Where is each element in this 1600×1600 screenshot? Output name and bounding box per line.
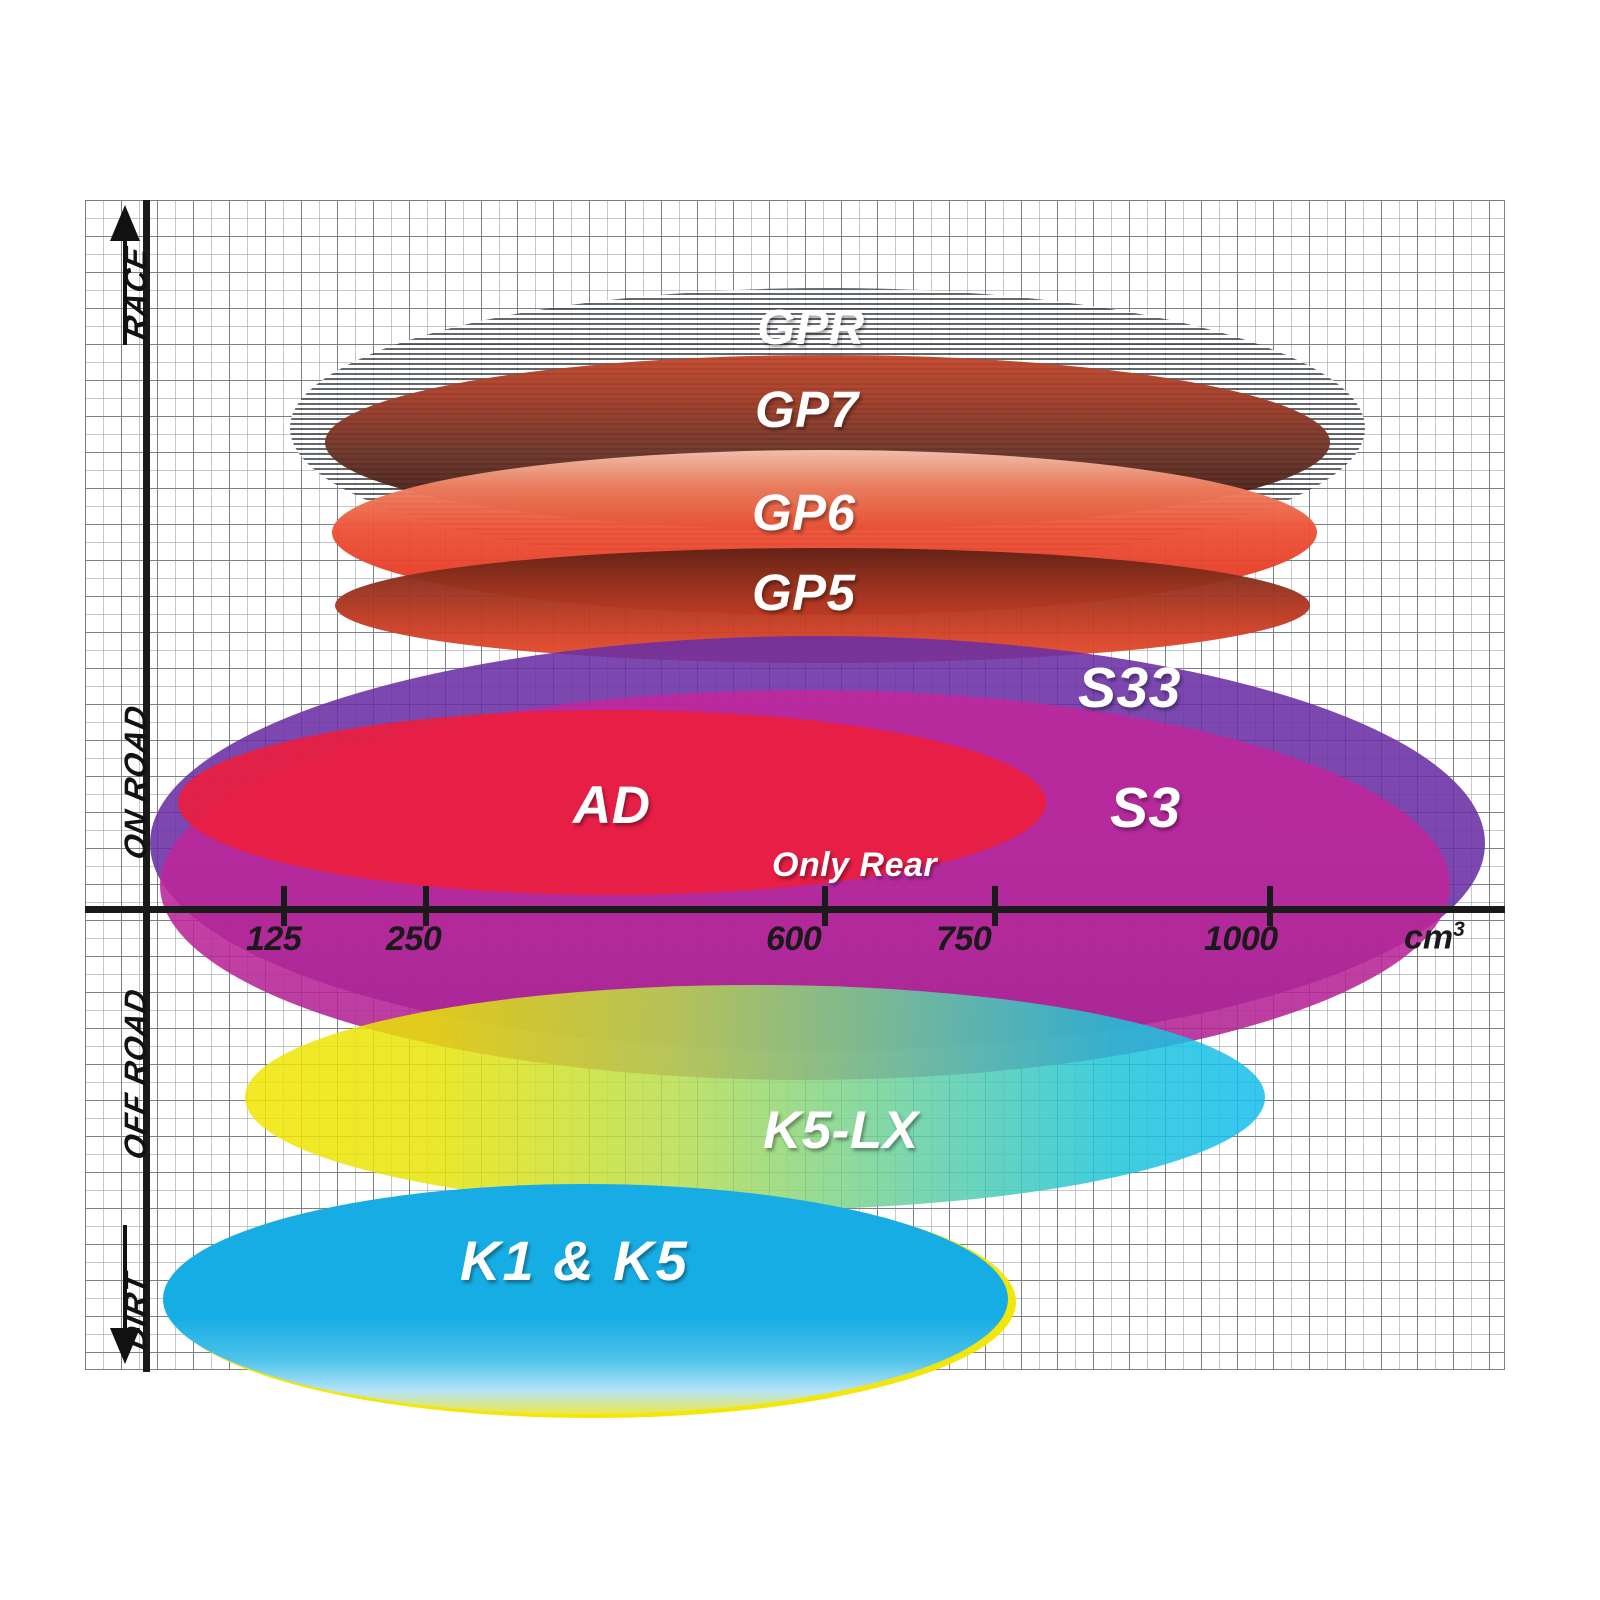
- x-tick-1000: [1267, 886, 1273, 926]
- x-tick-label-1000: 1000: [1204, 920, 1278, 958]
- label-k5-lx: K5-LX: [763, 1101, 919, 1160]
- x-axis-unit-superscript: 3: [1453, 918, 1465, 941]
- x-axis-line: [85, 906, 1505, 913]
- label-gp7: GP7: [755, 381, 859, 438]
- y-axis-line: [143, 200, 150, 1372]
- annotation-only-rear: Only Rear: [772, 846, 938, 884]
- race-arrow-head-up: [110, 205, 140, 241]
- label-s33: S33: [1078, 656, 1181, 720]
- x-tick-250: [423, 886, 429, 926]
- x-tick-125: [281, 886, 287, 926]
- x-axis-unit-label: cm3: [1404, 918, 1465, 957]
- x-tick-label-250: 250: [386, 920, 442, 958]
- y-zone-label-on-road: ON ROAD: [118, 701, 153, 863]
- x-tick-label-750: 750: [936, 920, 992, 958]
- label-gp5: GP5: [752, 564, 856, 621]
- graph-paper-grid: [85, 200, 1505, 1370]
- label-gp6: GP6: [752, 484, 856, 541]
- label-s3: S3: [1110, 776, 1181, 840]
- x-tick-label-125: 125: [246, 920, 302, 958]
- dirt-arrow-shaft: [123, 1225, 127, 1330]
- label-k1-k5: K1 & K5: [460, 1229, 689, 1292]
- race-arrow-shaft: [123, 240, 127, 345]
- label-gpr: GPR: [757, 301, 865, 355]
- x-axis-unit-text: cm: [1404, 918, 1454, 957]
- x-tick-750: [992, 886, 998, 926]
- dirt-arrow-head-down: [110, 1328, 140, 1364]
- label-ad: AD: [573, 776, 651, 835]
- x-tick-label-600: 600: [766, 920, 822, 958]
- x-tick-600: [822, 886, 828, 926]
- y-zone-label-off-road: OFF ROAD: [118, 985, 153, 1163]
